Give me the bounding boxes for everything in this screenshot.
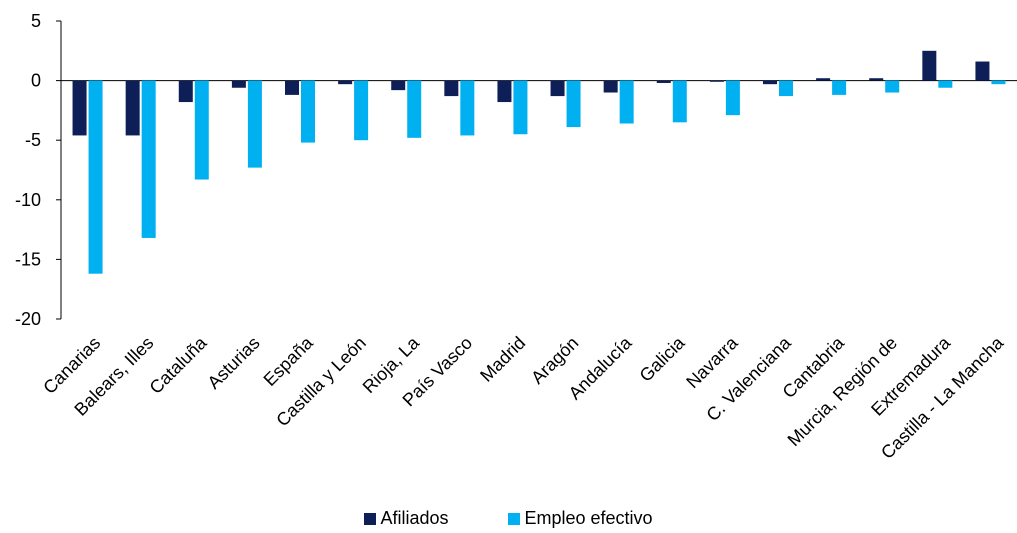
legend-swatch-afiliados	[364, 512, 377, 525]
bar-afiliados	[975, 61, 990, 81]
y-tick-label: 0	[31, 71, 41, 91]
bar-empleo-efectivo	[194, 80, 209, 180]
bar-empleo-efectivo	[832, 80, 847, 95]
bar-afiliados	[338, 80, 353, 85]
bar-empleo-efectivo	[672, 80, 687, 123]
legend-item-afiliados: Afiliados	[364, 508, 448, 529]
bar-afiliados	[125, 80, 140, 136]
bar-afiliados	[656, 80, 671, 83]
bar-empleo-efectivo	[885, 80, 900, 93]
bar-afiliados	[816, 78, 831, 81]
x-tick-label: Cataluña	[146, 332, 212, 398]
y-tick-label: -10	[15, 190, 41, 210]
legend-item-empleo-efectivo: Empleo efectivo	[508, 508, 653, 529]
x-tick-label: Madrid	[476, 333, 529, 386]
y-tick-label: 5	[31, 11, 41, 31]
bar-empleo-efectivo	[88, 80, 103, 274]
bar-afiliados	[869, 78, 884, 81]
bar-afiliados	[391, 80, 406, 91]
y-tick-label: -20	[15, 309, 41, 329]
bar-afiliados	[72, 80, 87, 136]
bar-empleo-efectivo	[247, 80, 262, 168]
bar-afiliados	[709, 80, 724, 82]
bar-afiliados	[497, 80, 512, 103]
x-tick-label: Asturias	[204, 333, 264, 393]
bar-empleo-efectivo	[566, 80, 581, 128]
bar-empleo-efectivo	[354, 80, 369, 141]
bar-afiliados	[444, 80, 459, 97]
bar-afiliados	[922, 50, 937, 81]
bar-empleo-efectivo	[301, 80, 315, 143]
legend-label-empleo-efectivo: Empleo efectivo	[524, 508, 653, 528]
bar-afiliados	[285, 80, 299, 95]
bar-afiliados	[603, 80, 618, 93]
bar-empleo-efectivo	[725, 80, 740, 116]
bar-afiliados	[550, 80, 565, 97]
legend: Afiliados Empleo efectivo	[0, 508, 1017, 529]
bar-empleo-efectivo	[513, 80, 528, 135]
bar-afiliados	[231, 80, 246, 88]
bars	[72, 50, 1006, 274]
y-tick-label: -15	[15, 249, 41, 269]
legend-label-afiliados: Afiliados	[380, 508, 449, 528]
y-tick-label: -5	[25, 130, 41, 150]
bar-empleo-efectivo	[460, 80, 475, 136]
bar-empleo-efectivo	[407, 80, 422, 138]
bar-empleo-efectivo	[991, 80, 1006, 85]
bar-empleo-efectivo	[938, 80, 953, 88]
bar-afiliados	[763, 80, 777, 85]
y-axis: 5 0 -5 -10 -15 -20	[15, 11, 1017, 329]
bar-empleo-efectivo	[619, 80, 634, 124]
bar-empleo-efectivo	[141, 80, 156, 238]
bar-empleo-efectivo	[779, 80, 793, 97]
bar-afiliados	[178, 80, 193, 103]
legend-swatch-empleo-efectivo	[508, 512, 521, 525]
